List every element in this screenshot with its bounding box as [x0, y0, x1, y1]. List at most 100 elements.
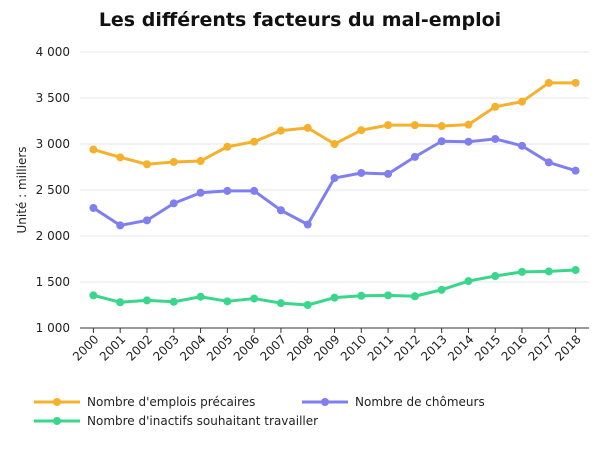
y-tick-label: 1 500: [36, 275, 70, 289]
data-point: [384, 121, 393, 130]
data-point: [437, 285, 446, 294]
data-point: [410, 292, 419, 301]
data-point: [437, 137, 446, 146]
x-tick-label: 2004: [177, 332, 208, 363]
y-axis-label: Unité : milliers: [15, 146, 29, 233]
series-lines: [89, 78, 580, 309]
x-tick-label: 2015: [472, 332, 503, 363]
x-tick-label: 2008: [284, 332, 315, 363]
data-point: [384, 291, 393, 300]
data-point: [303, 220, 312, 229]
data-point: [384, 169, 393, 178]
legend: Nombre d'emplois précaires Nombre de chôm…: [34, 395, 485, 428]
data-point: [223, 297, 232, 306]
y-tick-label: 3 000: [36, 137, 70, 151]
x-tick-label: 2000: [70, 332, 101, 363]
y-tick-label: 2 500: [36, 183, 70, 197]
data-point: [491, 134, 500, 143]
x-tick-label: 2001: [97, 332, 128, 363]
data-point: [330, 174, 339, 183]
y-tick-label: 2 000: [36, 229, 70, 243]
series-group: [89, 266, 580, 309]
legend-label: Nombre de chômeurs: [355, 395, 485, 409]
data-point: [544, 158, 553, 167]
data-point: [330, 293, 339, 302]
data-point: [142, 296, 151, 305]
legend-item: Nombre d'inactifs souhaitant travailler: [34, 414, 318, 428]
series-group: [89, 78, 580, 169]
legend-swatch-marker: [321, 398, 329, 406]
data-point: [410, 152, 419, 161]
data-point: [464, 137, 473, 146]
data-point: [276, 206, 285, 215]
data-point: [250, 294, 259, 303]
data-point: [357, 168, 366, 177]
data-point: [303, 301, 312, 309]
chart-title: Les différents facteurs du mal-emploi: [99, 9, 501, 31]
x-tick-label: 2013: [418, 332, 449, 363]
x-tick-label: 2006: [231, 332, 262, 363]
y-tick-label: 3 500: [36, 91, 70, 105]
x-tick-label: 2010: [338, 332, 369, 363]
data-point: [330, 140, 339, 148]
data-point: [491, 102, 500, 111]
legend-item: Nombre de chômeurs: [302, 395, 485, 409]
data-point: [116, 298, 125, 307]
data-point: [464, 120, 473, 129]
y-axis-ticks: 1 000 1 500 2 000 2 500 3 000 3 500 4 000: [36, 45, 70, 335]
series-line: [91, 81, 578, 166]
data-point: [544, 267, 553, 276]
x-tick-label: 2016: [499, 332, 530, 363]
x-tick-label: 2014: [445, 332, 476, 363]
data-point: [169, 297, 178, 306]
data-point: [464, 277, 473, 286]
data-point: [196, 188, 205, 197]
data-point: [250, 186, 259, 195]
data-point: [169, 157, 178, 166]
x-tick-label: 2002: [124, 332, 155, 363]
data-point: [89, 145, 98, 154]
x-tick-label: 2011: [365, 332, 396, 363]
y-tick-label: 4 000: [36, 45, 70, 59]
x-axis-ticks: 2000200120022003200420052006200720082009…: [70, 328, 584, 364]
x-tick-label: 2012: [391, 332, 422, 363]
legend-swatch-marker: [53, 417, 61, 425]
data-point: [250, 137, 259, 146]
data-point: [357, 291, 366, 300]
data-point: [276, 299, 285, 308]
data-point: [357, 126, 366, 135]
data-point: [89, 291, 98, 300]
legend-item: Nombre d'emplois précaires: [34, 395, 255, 409]
data-point: [518, 97, 527, 106]
series-group: [89, 134, 580, 230]
legend-swatch-marker: [53, 398, 61, 406]
data-point: [223, 142, 232, 151]
x-tick-label: 2005: [204, 332, 235, 363]
data-point: [571, 78, 580, 87]
data-point: [196, 292, 205, 301]
data-point: [571, 266, 580, 275]
x-tick-label: 2003: [150, 332, 181, 363]
data-point: [169, 199, 178, 208]
y-tick-label: 1 000: [36, 321, 70, 335]
x-tick-label: 2009: [311, 332, 342, 363]
data-point: [544, 78, 553, 87]
data-point: [410, 121, 419, 130]
data-point: [223, 186, 232, 195]
data-point: [518, 141, 527, 150]
series-line: [91, 137, 578, 227]
data-point: [116, 153, 125, 162]
data-point: [142, 216, 151, 225]
data-point: [142, 160, 151, 169]
data-point: [518, 267, 527, 276]
data-point: [437, 122, 446, 131]
data-point: [196, 157, 205, 166]
legend-label: Nombre d'emplois précaires: [87, 395, 255, 409]
data-point: [276, 126, 285, 135]
data-point: [89, 203, 98, 212]
data-point: [303, 123, 312, 132]
x-tick-label: 2017: [525, 332, 556, 363]
x-tick-label: 2018: [552, 332, 583, 363]
data-point: [491, 272, 500, 281]
